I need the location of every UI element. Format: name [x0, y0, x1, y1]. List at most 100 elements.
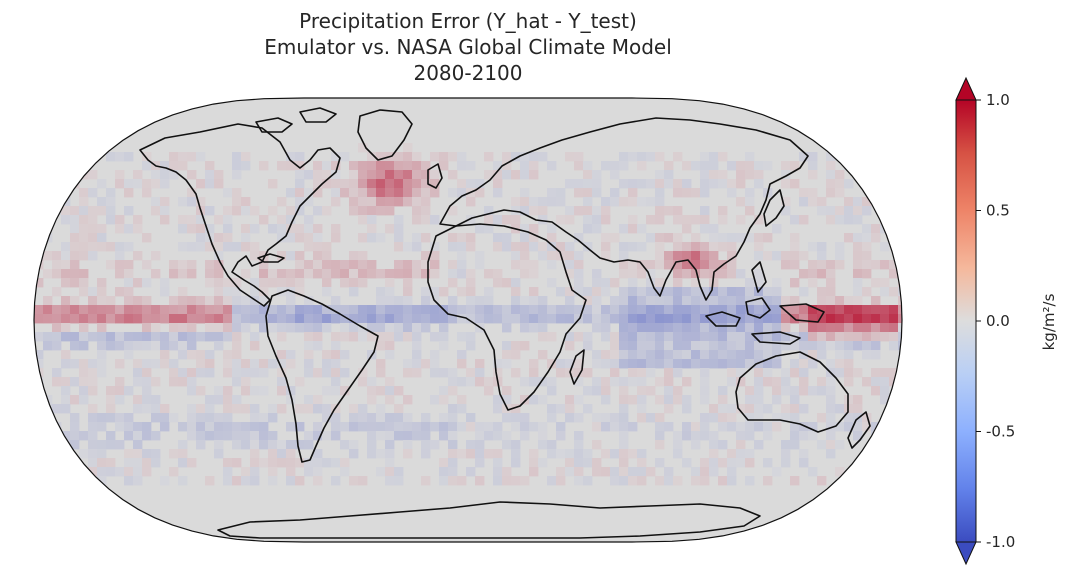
- field-cell: [457, 395, 467, 405]
- field-cell: [79, 242, 89, 252]
- field-cell: [241, 431, 251, 441]
- field-cell: [439, 422, 449, 432]
- field-cell: [394, 179, 404, 189]
- field-cell: [124, 296, 134, 306]
- field-cell: [295, 161, 305, 171]
- field-cell: [196, 233, 206, 243]
- field-cell: [556, 242, 566, 252]
- field-cell: [61, 359, 71, 369]
- field-cell: [619, 359, 629, 369]
- field-cell: [646, 314, 656, 324]
- field-cell: [475, 296, 485, 306]
- field-cell: [358, 305, 368, 315]
- field-cell: [367, 224, 377, 234]
- field-cell: [844, 314, 854, 324]
- field-cell: [862, 476, 872, 486]
- field-cell: [205, 269, 215, 279]
- field-cell: [889, 188, 899, 198]
- field-cell: [430, 287, 440, 297]
- field-cell: [124, 242, 134, 252]
- field-cell: [628, 323, 638, 333]
- field-cell: [502, 215, 512, 225]
- field-cell: [736, 179, 746, 189]
- field-cell: [655, 197, 665, 207]
- field-cell: [880, 188, 890, 198]
- field-cell: [727, 404, 737, 414]
- field-cell: [196, 332, 206, 342]
- field-cell: [232, 350, 242, 360]
- field-cell: [484, 296, 494, 306]
- field-cell: [43, 305, 53, 315]
- field-cell: [619, 314, 629, 324]
- field-cell: [664, 377, 674, 387]
- field-cell: [124, 458, 134, 468]
- field-cell: [637, 314, 647, 324]
- field-cell: [790, 296, 800, 306]
- field-cell: [124, 449, 134, 459]
- field-cell: [493, 278, 503, 288]
- field-cell: [403, 161, 413, 171]
- field-cell: [322, 260, 332, 270]
- field-cell: [619, 458, 629, 468]
- field-cell: [727, 188, 737, 198]
- field-cell: [295, 440, 305, 450]
- field-cell: [547, 386, 557, 396]
- field-cell: [412, 323, 422, 333]
- field-cell: [538, 377, 548, 387]
- field-cell: [214, 449, 224, 459]
- field-cell: [106, 260, 116, 270]
- field-cell: [511, 215, 521, 225]
- field-cell: [664, 161, 674, 171]
- field-cell: [646, 296, 656, 306]
- field-cell: [700, 188, 710, 198]
- field-cell: [178, 350, 188, 360]
- field-cell: [88, 170, 98, 180]
- field-cell: [124, 278, 134, 288]
- field-cell: [286, 458, 296, 468]
- field-cell: [223, 422, 233, 432]
- field-cell: [295, 278, 305, 288]
- field-cell: [745, 413, 755, 423]
- field-cell: [376, 305, 386, 315]
- field-cell: [637, 161, 647, 171]
- field-cell: [610, 413, 620, 423]
- field-cell: [61, 386, 71, 396]
- title-line-3: 2080-2100: [413, 61, 523, 85]
- field-cell: [169, 449, 179, 459]
- field-cell: [412, 188, 422, 198]
- field-cell: [232, 458, 242, 468]
- field-cell: [484, 386, 494, 396]
- field-cell: [97, 368, 107, 378]
- field-cell: [439, 161, 449, 171]
- field-cell: [214, 341, 224, 351]
- field-cell: [835, 188, 845, 198]
- field-cell: [97, 206, 107, 216]
- field-cell: [709, 332, 719, 342]
- field-cell: [223, 404, 233, 414]
- field-cell: [394, 413, 404, 423]
- field-cell: [826, 161, 836, 171]
- field-cell: [385, 296, 395, 306]
- field-cell: [709, 296, 719, 306]
- map-panel: [33, 97, 903, 543]
- field-cell: [754, 422, 764, 432]
- field-cell: [115, 242, 125, 252]
- field-cell: [133, 170, 143, 180]
- field-cell: [862, 287, 872, 297]
- field-cell: [61, 458, 71, 468]
- field-cell: [142, 332, 152, 342]
- field-cell: [475, 368, 485, 378]
- field-cell: [718, 296, 728, 306]
- field-cell: [682, 395, 692, 405]
- field-cell: [502, 278, 512, 288]
- field-cell: [655, 359, 665, 369]
- field-cell: [673, 314, 683, 324]
- field-cell: [637, 269, 647, 279]
- field-cell: [412, 197, 422, 207]
- field-cell: [520, 197, 530, 207]
- field-cell: [691, 287, 701, 297]
- field-cell: [367, 305, 377, 315]
- field-cell: [646, 152, 656, 162]
- field-cell: [340, 305, 350, 315]
- field-cell: [232, 395, 242, 405]
